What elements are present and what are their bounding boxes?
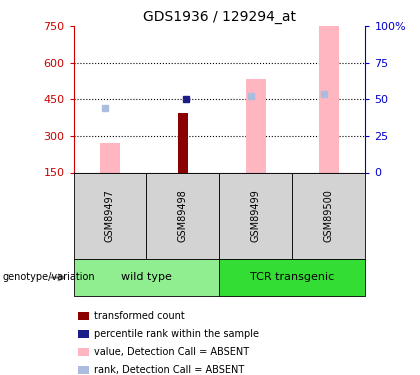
Bar — [178, 113, 188, 172]
Bar — [246, 79, 266, 172]
Text: GSM89499: GSM89499 — [251, 189, 261, 242]
Text: value, Detection Call = ABSENT: value, Detection Call = ABSENT — [94, 347, 249, 357]
Text: GSM89497: GSM89497 — [105, 189, 115, 242]
Bar — [100, 143, 120, 172]
Text: GSM89498: GSM89498 — [178, 189, 188, 242]
Bar — [292, 172, 365, 259]
Bar — [319, 26, 339, 172]
Title: GDS1936 / 129294_at: GDS1936 / 129294_at — [143, 10, 296, 24]
Bar — [74, 172, 147, 259]
Text: TCR transgenic: TCR transgenic — [250, 273, 335, 282]
Text: percentile rank within the sample: percentile rank within the sample — [94, 329, 259, 339]
Bar — [147, 172, 220, 259]
Bar — [220, 259, 365, 296]
Text: rank, Detection Call = ABSENT: rank, Detection Call = ABSENT — [94, 365, 244, 375]
Text: transformed count: transformed count — [94, 311, 184, 321]
Text: genotype/variation: genotype/variation — [2, 273, 95, 282]
Bar — [74, 259, 220, 296]
Text: wild type: wild type — [121, 273, 172, 282]
Text: GSM89500: GSM89500 — [324, 189, 334, 242]
Bar — [220, 172, 292, 259]
